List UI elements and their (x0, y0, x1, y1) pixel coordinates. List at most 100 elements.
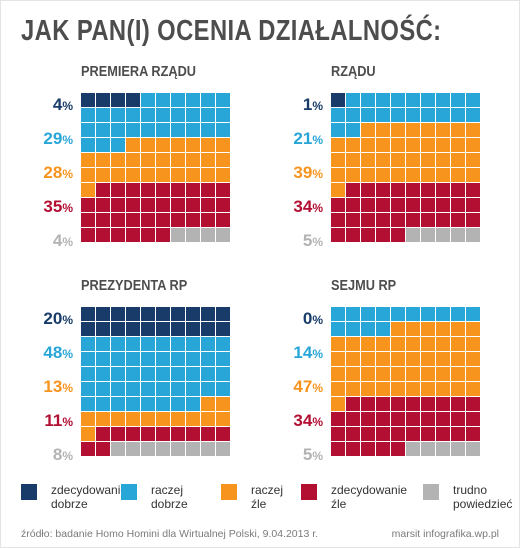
waffle-cell-rather-bad (111, 412, 125, 426)
waffle-cell-rather-bad (331, 153, 345, 167)
waffle-cell-strongly-good (96, 307, 110, 321)
waffle-cell-rather-good (361, 307, 375, 321)
legend-swatch (423, 484, 439, 500)
waffle-cell-strongly-bad (451, 198, 465, 212)
waffle-cell-strongly-good (126, 93, 140, 107)
waffle-cell-strongly-good (186, 322, 200, 336)
waffle-cell-rather-bad (171, 138, 185, 152)
waffle-cell-strongly-bad (111, 198, 125, 212)
waffle-cell-rather-good (186, 367, 200, 381)
waffle-cell-rather-good (126, 123, 140, 137)
waffle-cell-strongly-bad (126, 183, 140, 197)
waffle-cell-rather-bad (331, 168, 345, 182)
waffle-cell-rather-bad (216, 412, 230, 426)
waffle-cell-strongly-bad (186, 213, 200, 227)
pct-sign: % (312, 415, 323, 429)
waffle-cell-strongly-bad (421, 427, 435, 441)
pct-value: 14 (293, 343, 313, 362)
waffle-cell-rather-bad (406, 382, 420, 396)
waffle-cell-strongly-bad (171, 427, 185, 441)
waffle-cell-rather-good (201, 123, 215, 137)
waffle-cell-rather-good (331, 108, 345, 122)
waffle-cell-strongly-bad (141, 213, 155, 227)
waffle-cell-rather-bad (376, 123, 390, 137)
waffle-cell-rather-bad (126, 153, 140, 167)
pct-sign: % (62, 449, 73, 463)
waffle-cell-strongly-bad (201, 213, 215, 227)
waffle-cell-rather-bad (156, 153, 170, 167)
waffle-cell-rather-good (201, 337, 215, 351)
waffle-cell-rather-bad (466, 352, 480, 366)
waffle-cell-strongly-good (111, 93, 125, 107)
legend-swatch (301, 484, 317, 500)
waffle-cell-strongly-good (201, 322, 215, 336)
waffle-cell-rather-good (96, 367, 110, 381)
waffle-cell-rather-bad (346, 367, 360, 381)
waffle-cell-rather-bad (126, 412, 140, 426)
waffle-cell-rather-good (216, 108, 230, 122)
waffle-cell-rather-good (201, 352, 215, 366)
pct-value: 28 (43, 163, 63, 182)
waffle-cell-strongly-bad (376, 412, 390, 426)
pct-value: 48 (43, 343, 63, 362)
waffle-cell-rather-good (171, 382, 185, 396)
waffle-cell-strongly-bad (451, 397, 465, 411)
waffle-cell-strongly-bad (126, 198, 140, 212)
waffle-cell-rather-good (436, 108, 450, 122)
waffle-cell-strongly-bad (111, 228, 125, 242)
waffle-cell-strongly-bad (111, 427, 125, 441)
legend-swatch (21, 484, 37, 500)
waffle-cell-rather-bad (186, 412, 200, 426)
waffle-cell-strongly-bad (391, 397, 405, 411)
waffle-cell-rather-bad (216, 168, 230, 182)
waffle-cell-rather-good (186, 123, 200, 137)
waffle-cell-rather-good (391, 93, 405, 107)
waffle-cell-rather-bad (186, 138, 200, 152)
waffle-cell-hard-to-say (466, 442, 480, 456)
waffle-cell-rather-good (141, 397, 155, 411)
waffle-cell-rather-bad (126, 138, 140, 152)
waffle-cell-rather-good (216, 352, 230, 366)
waffle-cell-strongly-good (96, 93, 110, 107)
waffle-cell-rather-bad (451, 337, 465, 351)
pct-value: 39 (293, 163, 313, 182)
waffle-cell-rather-bad (466, 138, 480, 152)
waffle-cell-strongly-bad (466, 397, 480, 411)
waffle-cell-rather-bad (406, 123, 420, 137)
pct-value: 4 (52, 95, 63, 114)
waffle-cell-strongly-bad (81, 213, 95, 227)
waffle-cell-rather-good (96, 397, 110, 411)
waffle-cell-strongly-bad (361, 213, 375, 227)
waffle-cell-rather-bad (171, 168, 185, 182)
waffle-cell-strongly-bad (141, 183, 155, 197)
waffle-cell-rather-bad (81, 153, 95, 167)
waffle-cell-strongly-bad (361, 228, 375, 242)
waffle-cell-hard-to-say (216, 442, 230, 456)
waffle-cell-rather-bad (451, 168, 465, 182)
waffle-cell-strongly-bad (406, 183, 420, 197)
waffle-cell-rather-good (186, 352, 200, 366)
waffle-cell-strongly-bad (216, 183, 230, 197)
waffle-cell-rather-bad (406, 153, 420, 167)
waffle-cell-strongly-bad (346, 228, 360, 242)
waffle-cell-rather-bad (421, 337, 435, 351)
waffle-cell-rather-good (421, 108, 435, 122)
waffle-cell-strongly-bad (361, 397, 375, 411)
waffle-cell-rather-bad (331, 337, 345, 351)
waffle-cell-rather-bad (331, 138, 345, 152)
pct-label-hard-to-say: 8% (21, 445, 73, 466)
waffle-cell-rather-good (156, 123, 170, 137)
waffle-cell-strongly-bad (391, 183, 405, 197)
waffle-cell-rather-good (436, 307, 450, 321)
waffle-cell-rather-bad (81, 427, 95, 441)
waffle-cell-strongly-bad (141, 427, 155, 441)
waffle-cell-rather-bad (361, 168, 375, 182)
waffle-cell-rather-good (126, 108, 140, 122)
waffle-cell-rather-good (421, 93, 435, 107)
waffle-cell-rather-good (391, 307, 405, 321)
pct-label-hard-to-say: 5% (271, 231, 323, 252)
waffle-cell-strongly-bad (331, 412, 345, 426)
waffle-cell-rather-bad (201, 412, 215, 426)
waffle-cell-strongly-bad (466, 183, 480, 197)
waffle-cell-rather-good (156, 397, 170, 411)
